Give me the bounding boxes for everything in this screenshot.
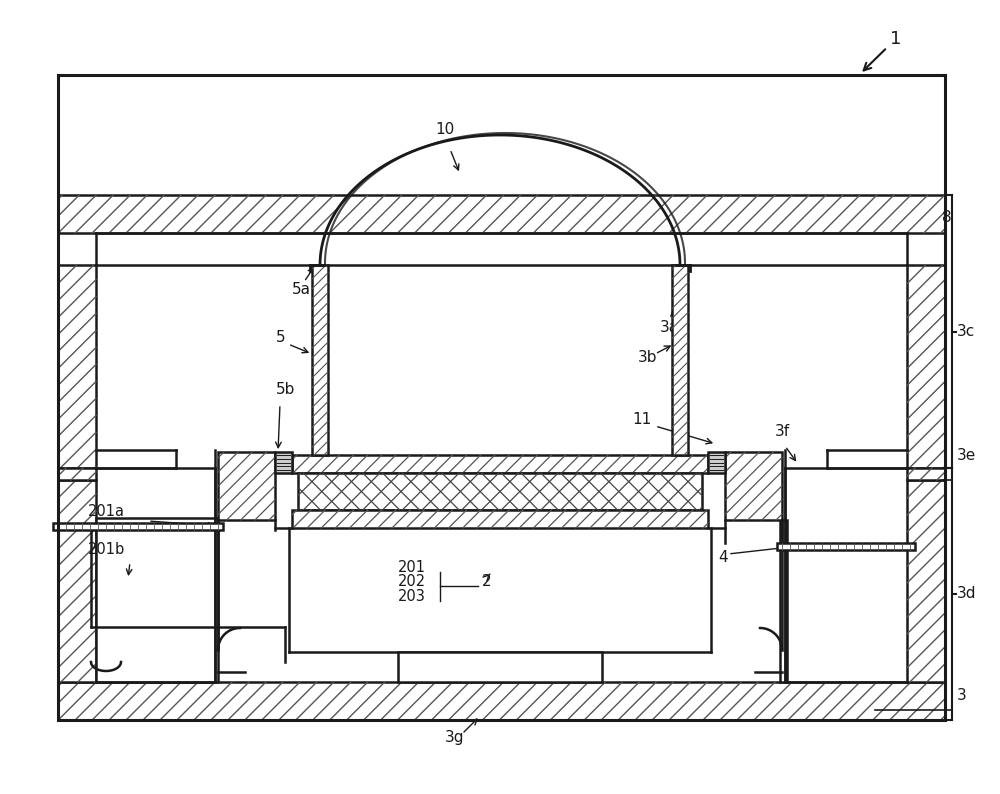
Text: 3e: 3e <box>957 449 976 464</box>
Bar <box>58 195 945 233</box>
Bar <box>292 510 708 528</box>
Text: 3: 3 <box>957 688 967 703</box>
Bar <box>58 480 96 682</box>
Text: 3g: 3g <box>445 730 464 745</box>
Bar <box>777 543 915 550</box>
Text: 2: 2 <box>482 574 492 589</box>
Bar <box>96 518 218 682</box>
Text: 1: 1 <box>864 30 901 71</box>
Text: 201: 201 <box>398 560 426 575</box>
Text: 201a: 201a <box>88 504 125 519</box>
Text: 3f: 3f <box>775 424 790 439</box>
Bar <box>218 452 275 520</box>
Bar <box>96 468 215 682</box>
Bar <box>398 652 602 682</box>
Bar <box>708 452 725 473</box>
Text: 4: 4 <box>718 550 728 565</box>
Text: 10: 10 <box>435 122 454 137</box>
Bar <box>58 682 945 720</box>
Bar <box>907 265 945 468</box>
Text: 202: 202 <box>398 574 426 589</box>
Bar <box>215 265 785 682</box>
Bar <box>275 452 292 473</box>
Bar <box>298 473 702 510</box>
Bar <box>58 468 96 480</box>
Bar <box>907 468 945 480</box>
Bar <box>312 265 328 455</box>
Text: 5: 5 <box>276 330 286 345</box>
Text: 3d: 3d <box>957 587 976 602</box>
Bar <box>785 468 907 682</box>
Bar <box>725 452 782 520</box>
Bar <box>53 523 223 530</box>
Text: 8: 8 <box>942 210 952 225</box>
Text: 3a: 3a <box>660 320 679 335</box>
Text: 5b: 5b <box>276 382 295 397</box>
Text: 3b: 3b <box>638 350 658 365</box>
Text: 5a: 5a <box>292 282 311 297</box>
Text: 201b: 201b <box>88 542 125 557</box>
Bar <box>58 265 96 468</box>
Bar <box>780 520 787 682</box>
Text: 3c: 3c <box>957 324 975 339</box>
Text: 11: 11 <box>632 412 651 427</box>
Text: 203: 203 <box>398 589 426 604</box>
Bar <box>58 75 945 720</box>
Bar <box>672 265 688 455</box>
Bar <box>907 480 945 682</box>
Bar <box>292 455 708 473</box>
